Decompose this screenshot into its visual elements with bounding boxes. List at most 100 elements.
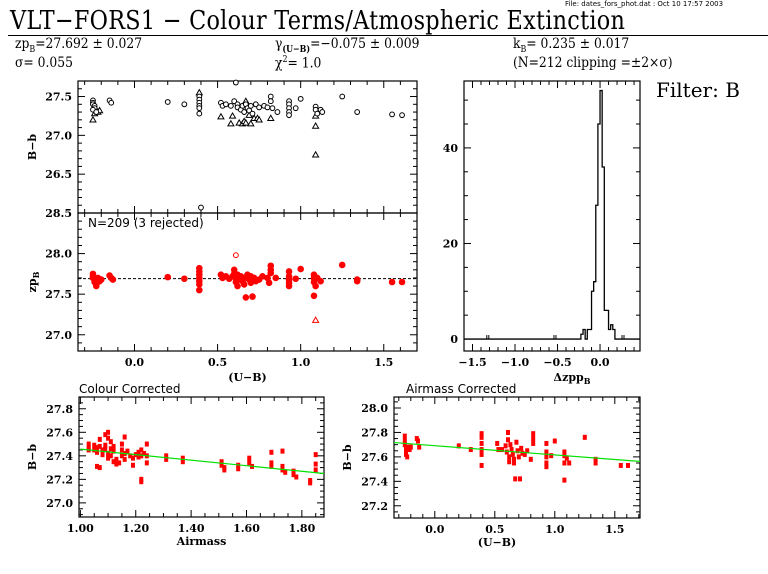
y-tick-label: 26.5 [45, 168, 72, 181]
data-point [240, 281, 248, 288]
data-point [219, 462, 224, 468]
colour_corrected-axes [78, 396, 325, 518]
y-tick-label: 27.4 [361, 475, 388, 488]
data-point [249, 293, 256, 300]
k-subscript: B [520, 44, 527, 55]
panel-title: Airmass Corrected [406, 382, 516, 396]
data-point [519, 445, 524, 451]
data-point [236, 466, 241, 472]
data-point [513, 476, 518, 482]
data-point [122, 456, 127, 462]
x-tick-label: 1.0 [291, 356, 310, 369]
data-point [272, 274, 280, 282]
rejected-point [232, 252, 239, 259]
x-tick-label: 1.60 [233, 522, 260, 535]
data-point [128, 453, 133, 459]
data-point [496, 447, 501, 453]
data-point [106, 450, 111, 456]
y-tick-label: 27.0 [45, 329, 72, 342]
file-info: File: dates_fors_phot.dat : Oct 10 17:57… [565, 0, 724, 8]
data-point-circle [247, 102, 254, 109]
data-point [119, 447, 124, 453]
data-point [114, 461, 119, 467]
chi-symbol: χ [275, 55, 283, 72]
data-point [404, 447, 408, 453]
filter-label: Filter: B [656, 78, 740, 102]
data-point [119, 453, 124, 459]
data-point [106, 435, 111, 441]
data-point-circle [319, 109, 326, 115]
zp-value: =27.692 ± 0.027 [35, 36, 143, 52]
data-point [516, 454, 521, 460]
data-point-circle [181, 101, 188, 108]
x-tick-label: 1.20 [122, 522, 149, 535]
data-point [280, 448, 285, 454]
data-point [181, 275, 188, 283]
data-point [269, 449, 274, 455]
data-point [142, 450, 147, 456]
x-axis-label: Airmass [176, 535, 227, 548]
data-point [508, 442, 513, 448]
data-point [512, 456, 516, 462]
data-point-triangle [228, 111, 237, 119]
fit-line [80, 448, 325, 475]
x-axis-label: (U−B) [228, 371, 267, 384]
data-point-circle [286, 112, 292, 119]
data-point [544, 440, 549, 446]
data-point-triangle [89, 115, 97, 123]
data-point [509, 447, 514, 453]
data-point [479, 451, 484, 457]
data-point [291, 468, 296, 474]
data-point [100, 452, 105, 458]
data-point [544, 454, 549, 460]
n-annotation: N=209 (3 rejected) [88, 216, 204, 230]
data-point-circle [354, 109, 361, 115]
airmass_corrected-axes [393, 396, 641, 519]
data-point [114, 456, 119, 462]
data-point [402, 438, 407, 444]
data-point [111, 448, 116, 454]
data-point [97, 465, 102, 471]
data-point-triangle [266, 114, 275, 121]
data-point [593, 456, 598, 462]
data-point-circle [241, 109, 248, 115]
data-point [103, 446, 108, 452]
data-point-triangle [311, 150, 320, 158]
data-point-circle [196, 105, 203, 112]
x-tick-label: 0.0 [125, 356, 144, 369]
data-point [106, 429, 111, 435]
data-point [139, 447, 144, 453]
data-point [100, 447, 105, 453]
data-point [103, 432, 108, 438]
data-point [119, 441, 124, 447]
data-point-circle [164, 99, 171, 105]
data-point [515, 448, 520, 454]
data-point [544, 460, 549, 466]
data-point [265, 279, 273, 287]
airmass_corrected-frame [393, 396, 641, 519]
zp-frame [77, 212, 418, 352]
data-point [108, 453, 113, 459]
data-point [338, 261, 346, 269]
data-point [514, 439, 519, 445]
data-point [402, 442, 407, 448]
sigma-stat: σ= 0.055 [15, 55, 73, 71]
data-point-circle [339, 93, 346, 100]
data-point [479, 431, 484, 437]
x-tick-label: 0.0 [425, 523, 444, 536]
x-axis-label: (U−B) [478, 536, 517, 549]
data-point [503, 443, 508, 449]
data-point [108, 446, 113, 452]
k-symbol: k [513, 36, 521, 52]
chi2-value: = 1.0 [287, 55, 322, 72]
data-point [269, 460, 274, 466]
data-point [531, 436, 536, 442]
data-point [507, 459, 512, 465]
data-point [405, 454, 410, 460]
data-point [567, 460, 572, 466]
x-tick-label: 0.0 [590, 356, 609, 369]
data-point-circle [196, 110, 203, 117]
y-axis-label: B−b [341, 444, 354, 471]
y-tick-label: 27.4 [46, 450, 73, 463]
data-point-circle [232, 79, 239, 86]
